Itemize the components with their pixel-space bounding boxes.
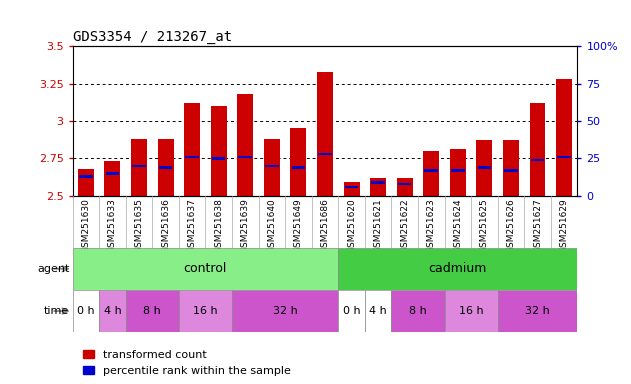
Bar <box>451 169 464 172</box>
Text: 32 h: 32 h <box>525 306 550 316</box>
Bar <box>370 178 386 196</box>
Text: GSM251640: GSM251640 <box>268 199 276 253</box>
Bar <box>78 169 94 196</box>
Text: 8 h: 8 h <box>143 306 161 316</box>
Text: GSM251630: GSM251630 <box>81 199 90 253</box>
Text: 4 h: 4 h <box>103 306 121 316</box>
Bar <box>345 185 358 188</box>
Text: 0 h: 0 h <box>343 306 360 316</box>
Bar <box>237 94 253 196</box>
Bar <box>529 103 545 196</box>
Bar <box>556 79 572 196</box>
Bar <box>212 157 225 160</box>
Bar <box>105 172 119 175</box>
Text: GSM251649: GSM251649 <box>294 199 303 253</box>
Bar <box>423 151 439 196</box>
Text: 16 h: 16 h <box>459 306 483 316</box>
Bar <box>365 290 391 332</box>
Text: 32 h: 32 h <box>273 306 297 316</box>
Bar <box>133 165 146 167</box>
Bar <box>371 181 385 184</box>
Text: GSM251622: GSM251622 <box>400 199 409 253</box>
Bar <box>503 141 519 196</box>
Text: 16 h: 16 h <box>193 306 218 316</box>
Bar <box>184 103 200 196</box>
Text: control: control <box>184 262 227 275</box>
Text: GSM251633: GSM251633 <box>108 199 117 253</box>
Text: GSM251625: GSM251625 <box>480 199 489 253</box>
Bar <box>159 166 172 169</box>
Bar <box>232 290 338 332</box>
Text: GSM251627: GSM251627 <box>533 199 542 253</box>
Bar <box>265 165 279 167</box>
Bar <box>73 290 99 332</box>
Bar <box>158 139 174 196</box>
Text: GSM251621: GSM251621 <box>374 199 382 253</box>
Text: GSM251623: GSM251623 <box>427 199 436 253</box>
Text: cadmium: cadmium <box>428 262 487 275</box>
Text: GSM251635: GSM251635 <box>134 199 143 253</box>
Bar <box>179 290 232 332</box>
Bar <box>531 159 545 161</box>
Text: time: time <box>44 306 69 316</box>
Bar <box>292 166 305 169</box>
Text: GSM251624: GSM251624 <box>453 199 463 253</box>
Bar <box>131 139 147 196</box>
Bar <box>126 290 179 332</box>
Bar <box>290 128 307 196</box>
Text: GSM251636: GSM251636 <box>161 199 170 253</box>
Bar <box>343 182 360 196</box>
Bar <box>99 290 126 332</box>
Bar <box>264 139 280 196</box>
Bar <box>476 141 492 196</box>
Bar <box>557 156 571 158</box>
Bar <box>338 248 577 290</box>
Bar <box>239 156 252 158</box>
Bar <box>186 156 199 158</box>
Bar <box>498 290 577 332</box>
Text: GSM251626: GSM251626 <box>507 199 516 253</box>
Text: agent: agent <box>37 264 69 274</box>
Bar <box>318 153 332 155</box>
Text: GSM251638: GSM251638 <box>214 199 223 253</box>
Text: GSM251686: GSM251686 <box>321 199 329 253</box>
Bar <box>478 166 491 169</box>
Bar <box>391 290 444 332</box>
Text: GDS3354 / 213267_at: GDS3354 / 213267_at <box>73 30 232 44</box>
Bar <box>397 178 413 196</box>
Bar <box>73 248 338 290</box>
Bar <box>450 149 466 196</box>
Bar <box>105 161 121 196</box>
Bar <box>398 183 411 185</box>
Text: 0 h: 0 h <box>77 306 95 316</box>
Text: GSM251637: GSM251637 <box>187 199 197 253</box>
Text: GSM251620: GSM251620 <box>347 199 356 253</box>
Bar <box>317 71 333 196</box>
Text: 8 h: 8 h <box>409 306 427 316</box>
Text: GSM251629: GSM251629 <box>560 199 569 253</box>
Bar <box>211 106 227 196</box>
Bar <box>425 169 438 172</box>
Bar <box>444 290 498 332</box>
Legend: transformed count, percentile rank within the sample: transformed count, percentile rank withi… <box>78 345 295 380</box>
Bar <box>338 290 365 332</box>
Text: 4 h: 4 h <box>369 306 387 316</box>
Text: GSM251639: GSM251639 <box>241 199 250 253</box>
Bar <box>504 169 517 172</box>
Bar <box>79 175 93 177</box>
